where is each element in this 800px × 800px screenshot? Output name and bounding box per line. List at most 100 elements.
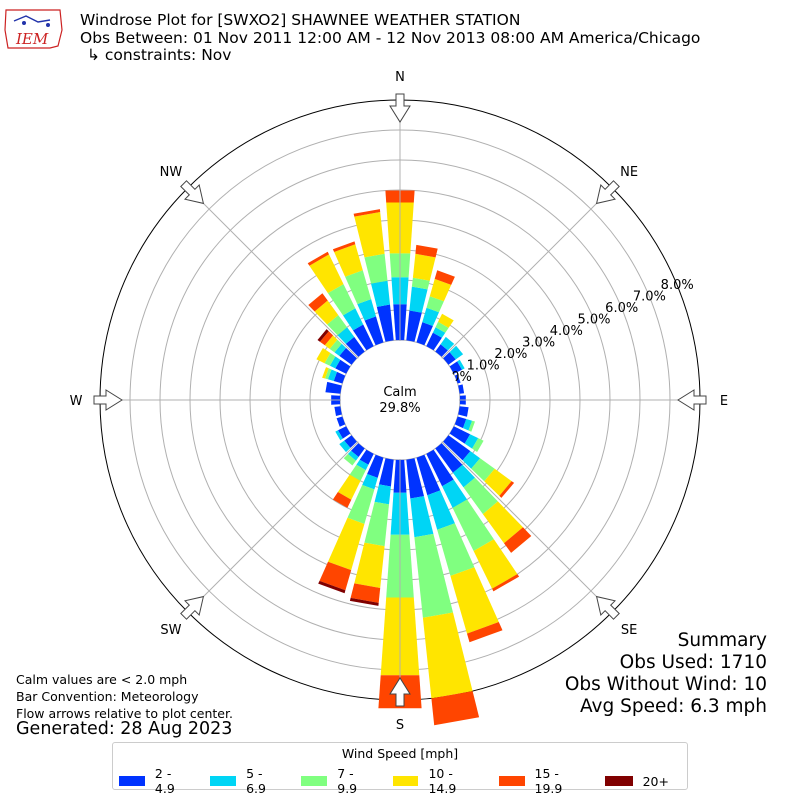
legend-item: 10 - 14.9: [392, 766, 481, 796]
wind-bar: [472, 438, 484, 452]
flow-arrow-icon: [595, 180, 620, 205]
wind-bar: [317, 329, 329, 342]
wind-bar: [343, 308, 364, 331]
wind-bar: [406, 310, 422, 342]
legend-label: 2 - 4.9: [154, 766, 175, 796]
wind-bar: [449, 426, 471, 444]
wind-bar: [354, 542, 385, 588]
wind-bar: [328, 517, 365, 571]
wind-bar: [334, 406, 342, 416]
radial-tick-label: 3.0%: [522, 336, 555, 351]
legend-swatch: [604, 776, 633, 786]
wind-bar: [379, 458, 394, 487]
wind-bar: [427, 490, 455, 530]
title-line-1: Windrose Plot for [SWXO2] SHAWNEE WEATHE…: [80, 11, 521, 29]
radial-tick-labels: 0.0%1.0%2.0%3.0%4.0%5.0%6.0%7.0%8.0%: [439, 278, 694, 385]
wind-bar: [353, 209, 381, 217]
radial-tick-label: 8.0%: [661, 278, 694, 293]
title-line-3: ↳ constraints: Nov: [87, 46, 232, 64]
note-calm: Calm values are < 2.0 mph: [16, 672, 188, 687]
wind-bar: [364, 316, 384, 346]
legend-label: 10 - 14.9: [428, 766, 457, 796]
wind-bar: [504, 527, 532, 553]
wind-bar: [449, 361, 462, 374]
wind-bar: [434, 270, 455, 285]
radial-tick-label: 2.0%: [494, 347, 527, 362]
wind-bar: [319, 561, 352, 591]
wind-bar: [376, 304, 394, 342]
wind-bar: [347, 450, 359, 461]
wind-bar: [349, 464, 366, 481]
wind-bar: [371, 280, 390, 307]
wind-bar: [334, 343, 346, 356]
wind-bar: [350, 583, 381, 603]
summary-obs-used: Obs Used: 1710: [619, 652, 767, 673]
wind-bar: [345, 270, 372, 305]
wind-bar: [327, 369, 337, 381]
legend-item: 2 - 4.9: [119, 766, 192, 796]
legend-label: 15 - 19.9: [534, 766, 563, 796]
legend-label: 20+: [642, 773, 669, 789]
flow-arrow-icon: [93, 389, 123, 411]
wind-bar: [339, 347, 357, 365]
wind-bar: [335, 430, 343, 441]
wind-bar: [454, 416, 467, 429]
wind-bar: [411, 277, 430, 290]
wind-bar: [347, 485, 375, 524]
wind-bar: [454, 374, 461, 384]
flow-arrow-icon: [389, 677, 411, 707]
radial-tick-label: 4.0%: [550, 324, 583, 339]
legend: Wind Speed [mph] 2 - 4.9 5 - 6.9 7 - 9.9…: [112, 742, 688, 796]
wind-bar: [450, 567, 499, 634]
flow-arrow-icon: [595, 595, 620, 620]
wind-bar: [458, 406, 469, 417]
wind-bar: [353, 324, 374, 351]
wind-bar: [314, 300, 339, 325]
legend-label: 7 - 9.9: [337, 766, 358, 796]
wind-bar: [309, 254, 344, 294]
wind-bar: [324, 335, 338, 349]
legend-item: 7 - 9.9: [301, 766, 374, 796]
wind-bar: [432, 327, 446, 338]
wind-bar: [344, 435, 357, 448]
wind-bar: [332, 241, 356, 252]
wind-bars: [307, 190, 532, 726]
wind-bar: [322, 367, 329, 379]
wind-bar: [335, 359, 351, 374]
wind-bar: [443, 352, 456, 365]
legend-item: 5 - 6.9: [210, 766, 283, 796]
wind-bar: [458, 384, 465, 394]
flow-arrow-icon: [180, 595, 205, 620]
wind-bar: [357, 299, 376, 321]
wind-bar: [462, 451, 481, 469]
legend-title: Wind Speed [mph]: [341, 746, 459, 761]
legend-swatch: [301, 776, 328, 786]
calm-label: Calm: [383, 385, 416, 400]
wind-bar: [452, 499, 494, 551]
wind-bar: [464, 434, 479, 449]
legend-items: 2 - 4.9 5 - 6.9 7 - 9.9 10 - 14.9 15 - 1…: [119, 766, 687, 796]
wind-bar: [359, 449, 374, 465]
wind-bar: [492, 574, 520, 592]
wind-bar: [406, 458, 424, 499]
wind-bar: [463, 477, 498, 515]
generated-date: Generated: 28 Aug 2023: [16, 719, 233, 739]
radial-tick-label: 5.0%: [577, 313, 610, 328]
wind-bar: [325, 381, 342, 394]
wind-bar: [410, 496, 434, 538]
wind-bar: [415, 244, 438, 258]
legend-item: 15 - 19.9: [498, 766, 587, 796]
wind-bar: [351, 443, 365, 457]
calm-value: 29.8%: [379, 401, 420, 416]
wind-bar: [443, 435, 471, 461]
legend-swatch: [498, 776, 525, 786]
wind-bar: [338, 426, 351, 439]
legend-label: 5 - 6.9: [246, 766, 266, 796]
wind-bar: [467, 622, 503, 643]
wind-bar: [364, 253, 388, 284]
wind-bar: [354, 212, 385, 258]
direction-labels: N NE E SE S SW W NW: [70, 70, 729, 733]
wind-bar: [449, 345, 464, 360]
summary-heading: Summary: [677, 630, 767, 651]
